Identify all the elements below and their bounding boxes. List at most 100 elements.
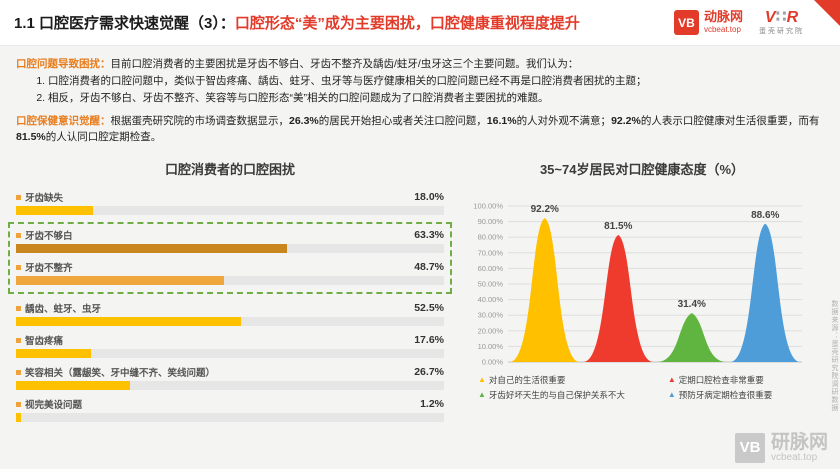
bar-value: 52.5% bbox=[414, 302, 444, 315]
watermark-text: 研脉网 vcbeat.top bbox=[770, 431, 828, 463]
legend-label: 对自己的生活很重要 bbox=[488, 375, 566, 386]
vcbeat-url: vcbeat.top bbox=[703, 25, 741, 35]
bar-track bbox=[16, 413, 444, 423]
bar-label: 笑容相关（露龈笑、牙中缝不齐、笑线问题） bbox=[25, 368, 216, 380]
bullet-icon bbox=[16, 337, 21, 343]
bar-track bbox=[16, 244, 444, 254]
research-mark-right: R bbox=[786, 9, 799, 26]
y-tick-label: 50.00% bbox=[478, 280, 504, 289]
bar-track bbox=[16, 317, 444, 327]
bar-value: 17.6% bbox=[414, 334, 444, 347]
bar-row: 牙齿不够白 63.3% bbox=[16, 228, 444, 254]
attitude-peak bbox=[656, 313, 727, 363]
highlight-box: 牙齿不够白 63.3% 牙齿不整齐 48.7% bbox=[8, 222, 452, 295]
vb-logo-icon: VB bbox=[673, 10, 699, 35]
legend-triangle-icon: ▲ bbox=[667, 375, 676, 385]
bullet-icon bbox=[16, 264, 21, 270]
legend-item: ▲ 预防牙病定期检查很重要 bbox=[668, 390, 822, 401]
bar-label: 牙齿缺失 bbox=[25, 193, 64, 205]
bar-track bbox=[16, 206, 444, 216]
attitude-legend: ▲ 对自己的生活很重要 ▲ 定期口腔检查非常重要 ▲ 牙齿好坏天生的与自己保护关系不大 ▲ 预… bbox=[462, 375, 822, 400]
bar-value: 18.0% bbox=[414, 191, 444, 204]
y-tick-label: 100.00% bbox=[473, 202, 503, 211]
attitude-peak bbox=[509, 218, 580, 363]
research-logo-mark: V∷R bbox=[765, 10, 798, 26]
research-institute-logo: V∷R 蛋壳研究院 bbox=[759, 10, 804, 36]
bar-fill bbox=[16, 349, 92, 359]
bar-row-header: 牙齿不整齐 48.7% bbox=[16, 260, 444, 274]
bar-value: 26.7% bbox=[414, 366, 444, 379]
bar-fill bbox=[16, 206, 94, 216]
bar-row: 牙齿缺失 18.0% bbox=[16, 190, 444, 216]
text-segment: 的人表示口腔健康对生活很重要，而有 bbox=[640, 114, 820, 127]
legend-triangle-icon: ▲ bbox=[667, 389, 676, 399]
paragraph-1-label: 口腔问题导致困扰： bbox=[16, 58, 111, 70]
text-segment: 的居民开始担心或者关注口腔问题， bbox=[318, 114, 487, 127]
header: 1.1 口腔医疗需求快速觉醒（3）：口腔形态“美”成为主要困扰，口腔健康重视程度… bbox=[0, 0, 840, 46]
text-segment: 的人对外观不满意； bbox=[516, 114, 612, 127]
bar-fill bbox=[16, 276, 225, 286]
bar-row: 视完美设问题 1.2% bbox=[16, 397, 444, 423]
watermark-name: 研脉网 bbox=[770, 431, 828, 453]
bar-fill bbox=[16, 413, 22, 423]
content: 口腔问题导致困扰：目前口腔消费者的主要困扰是牙齿不够白、牙齿不整齐及龋齿/蛀牙/… bbox=[0, 46, 840, 469]
bar-row-header: 智齿疼痛 17.6% bbox=[16, 333, 444, 347]
y-tick-label: 70.00% bbox=[478, 249, 504, 258]
y-tick-label: 90.00% bbox=[478, 217, 504, 226]
watermark-vb-icon: VB bbox=[734, 432, 765, 463]
paragraph-2-text: 根据蛋壳研究院的市场调查数据显示，26.3%的居民开始担心或者关注口腔问题，16… bbox=[16, 115, 819, 143]
bar-row: 牙齿不整齐 48.7% bbox=[16, 260, 444, 286]
bar-track bbox=[16, 349, 444, 359]
stat-value: 26.3% bbox=[289, 114, 319, 127]
bar-fill bbox=[16, 381, 131, 391]
watermark-logo: VB 研脉网 vcbeat.top bbox=[734, 431, 828, 463]
bullet-icon bbox=[16, 232, 21, 238]
peak-value-label: 88.6% bbox=[751, 210, 779, 221]
bullet-icon bbox=[16, 305, 21, 311]
attitude-peak bbox=[583, 235, 654, 363]
vcbeat-name: 动脉网 bbox=[703, 9, 743, 25]
y-tick-label: 20.00% bbox=[478, 327, 504, 336]
bar-fill bbox=[16, 244, 287, 254]
text-segment: 的人认同口腔定期检查。 bbox=[45, 131, 162, 144]
legend-item: ▲ 定期口腔检查非常重要 bbox=[668, 375, 822, 386]
peak-value-label: 31.4% bbox=[678, 299, 706, 310]
legend-label: 牙齿好坏天生的与自己保护关系不大 bbox=[488, 389, 625, 400]
corner-ribbon-decoration bbox=[814, 0, 840, 26]
bar-row-header: 牙齿缺失 18.0% bbox=[16, 190, 444, 204]
bar-chart-rows: 牙齿缺失 18.0% 牙齿不够白 63.3% 牙齿不整齐 48.7% 龋齿、蛀牙、虫牙 52.… bbox=[8, 190, 452, 423]
paragraph-2-label: 口腔保健意识觉醒： bbox=[16, 114, 111, 127]
bar-label: 牙齿不整齐 bbox=[25, 263, 73, 275]
attitude-peak bbox=[730, 224, 801, 363]
y-tick-label: 80.00% bbox=[478, 233, 504, 242]
stat-value: 16.1% bbox=[486, 114, 517, 127]
legend-triangle-icon: ▲ bbox=[478, 389, 486, 399]
y-tick-label: 30.00% bbox=[478, 311, 504, 320]
paragraph-1-text: 目前口腔消费者的主要困扰是牙齿不够白、牙齿不整齐及龋齿/蛀牙/虫牙这三个主要问题… bbox=[110, 58, 579, 70]
bar-row: 龋齿、蛀牙、虫牙 52.5% bbox=[16, 301, 444, 327]
bar-label: 牙齿不够白 bbox=[25, 231, 73, 243]
bar-value: 1.2% bbox=[420, 398, 444, 411]
y-tick-label: 60.00% bbox=[478, 264, 504, 273]
bar-fill bbox=[16, 317, 241, 327]
bar-label: 智齿疼痛 bbox=[25, 336, 64, 348]
bar-chart-title: 口腔消费者的口腔困扰 bbox=[164, 162, 295, 178]
bar-row: 笑容相关（露龈笑、牙中缝不齐、笑线问题） 26.7% bbox=[16, 365, 444, 391]
y-tick-label: 40.00% bbox=[478, 295, 504, 304]
research-mark-left: V bbox=[764, 9, 776, 26]
numbered-points: 口腔消费者的口腔问题中，类似于智齿疼痛、龋齿、蛀牙、虫牙等与医疗健康相关的口腔问… bbox=[16, 73, 824, 106]
watermark-url: vcbeat.top bbox=[770, 451, 818, 463]
attitude-chart: 35~74岁居民对口腔健康态度（%） 100.00% 90.00% 80.00% 70… bbox=[462, 159, 822, 429]
research-mark-dots-icon: ∷ bbox=[775, 9, 787, 26]
bar-row-header: 笑容相关（露龈笑、牙中缝不齐、笑线问题） 26.7% bbox=[16, 365, 444, 379]
page-title: 1.1 口腔医疗需求快速觉醒（3）：口腔形态“美”成为主要困扰，口腔健康重视程度… bbox=[14, 12, 580, 33]
stat-value: 92.2% bbox=[611, 114, 641, 127]
bar-value: 63.3% bbox=[414, 229, 444, 242]
vcbeat-logo: VB 动脉网 vcbeat.top bbox=[673, 9, 743, 35]
legend-label: 定期口腔检查非常重要 bbox=[678, 375, 764, 386]
bar-row-header: 牙齿不够白 63.3% bbox=[16, 228, 444, 242]
bar-track bbox=[16, 276, 444, 286]
page-title-black: 1.1 口腔医疗需求快速觉醒（3）： bbox=[14, 15, 235, 32]
bar-chart: 口腔消费者的口腔困扰 牙齿缺失 18.0% 牙齿不够白 63.3% 牙齿不整齐 48.7%… bbox=[8, 159, 462, 429]
charts-section: 口腔消费者的口腔困扰 牙齿缺失 18.0% 牙齿不够白 63.3% 牙齿不整齐 48.7%… bbox=[8, 159, 824, 429]
